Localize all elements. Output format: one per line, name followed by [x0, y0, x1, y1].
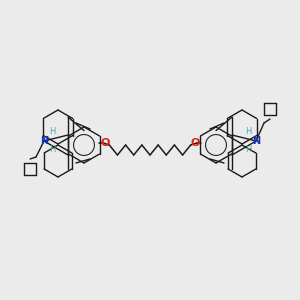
- Text: H: H: [245, 146, 251, 154]
- Text: N: N: [40, 136, 48, 146]
- Text: H: H: [49, 146, 55, 154]
- Text: H: H: [49, 127, 55, 136]
- Text: O: O: [100, 138, 110, 148]
- Text: O: O: [190, 138, 200, 148]
- Text: H: H: [245, 127, 251, 136]
- Text: N: N: [252, 136, 260, 146]
